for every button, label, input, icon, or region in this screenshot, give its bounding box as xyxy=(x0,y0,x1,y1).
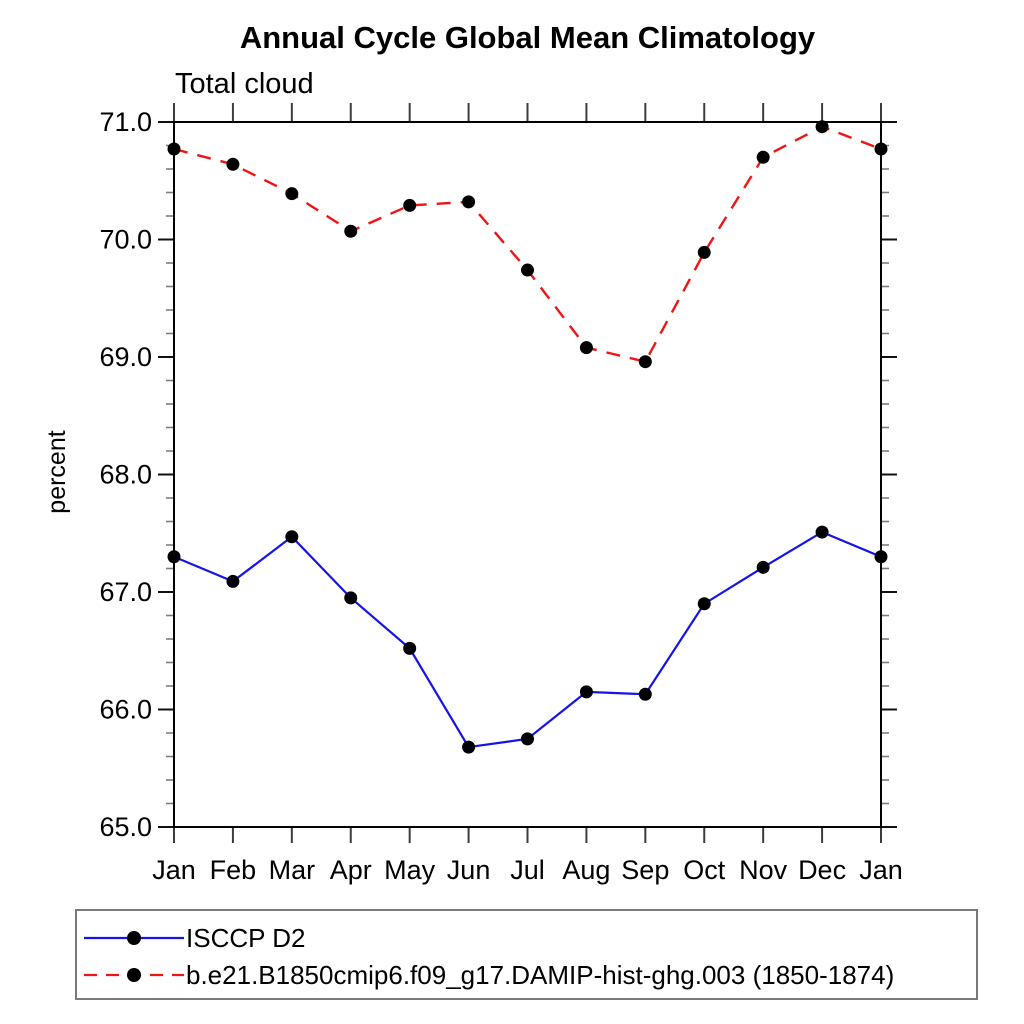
data-point-marker-s0 xyxy=(579,685,593,699)
legend-marker-dot xyxy=(127,968,141,982)
legend-line-sample-solid xyxy=(84,931,184,945)
data-point-marker-s0 xyxy=(874,550,888,564)
x-tick-label: Nov xyxy=(739,855,788,885)
x-tick-label: Mar xyxy=(269,855,316,885)
y-tick-label: 68.0 xyxy=(99,460,152,490)
legend-item-model: b.e21.B1850cmip6.f09_g17.DAMIP-hist-ghg.… xyxy=(82,959,895,990)
y-tick-label: 67.0 xyxy=(99,577,152,607)
data-point-marker-s0 xyxy=(756,560,770,574)
x-tick-label: Feb xyxy=(210,855,257,885)
data-point-marker-s1 xyxy=(815,120,829,134)
data-point-marker-s0 xyxy=(226,574,240,588)
y-tick-label: 71.0 xyxy=(99,107,152,137)
data-point-marker-s0 xyxy=(403,641,417,655)
data-point-marker-s0 xyxy=(285,530,299,544)
data-point-marker-s0 xyxy=(521,732,534,746)
data-point-marker-s1 xyxy=(285,187,299,201)
data-point-marker-s1 xyxy=(344,224,358,238)
data-point-marker-s1 xyxy=(874,142,888,156)
x-tick-label: Oct xyxy=(683,855,726,885)
data-point-marker-s0 xyxy=(462,740,476,754)
legend-box: ISCCP D2 b.e21.B1850cmip6.f09_g17.DAMIP-… xyxy=(75,909,978,1000)
legend-label-model: b.e21.B1850cmip6.f09_g17.DAMIP-hist-ghg.… xyxy=(186,959,895,990)
x-tick-label: May xyxy=(384,855,436,885)
x-tick-label: Jul xyxy=(510,855,545,885)
x-tick-label: Jan xyxy=(859,855,903,885)
data-point-marker-s0 xyxy=(344,591,358,605)
data-point-marker-s1 xyxy=(403,198,417,212)
data-point-marker-s1 xyxy=(756,150,770,164)
data-point-marker-s1 xyxy=(167,142,181,156)
chart-title: Annual Cycle Global Mean Climatology xyxy=(239,20,816,55)
legend-item-isccp: ISCCP D2 xyxy=(82,922,306,953)
x-tick-label: Dec xyxy=(798,855,846,885)
x-tick-label: Apr xyxy=(330,855,372,885)
x-tick-label: Aug xyxy=(562,855,610,885)
x-tick-label: Jan xyxy=(152,855,196,885)
data-point-marker-s1 xyxy=(521,263,534,277)
data-point-marker-s1 xyxy=(697,245,711,259)
chart-subtitle: Total cloud xyxy=(175,68,314,100)
data-point-marker-s0 xyxy=(638,687,652,701)
y-tick-label: 66.0 xyxy=(99,695,152,725)
x-tick-label: Sep xyxy=(621,855,669,885)
x-tick-label: Jun xyxy=(447,855,491,885)
data-point-marker-s1 xyxy=(579,341,593,355)
series-line-1 xyxy=(173,125,882,364)
y-tick-label: 69.0 xyxy=(99,342,152,372)
y-tick-label: 65.0 xyxy=(99,812,152,842)
data-point-marker-s1 xyxy=(638,355,652,369)
plot-frame xyxy=(173,121,882,828)
data-point-marker-s0 xyxy=(697,597,711,611)
data-point-marker-s0 xyxy=(815,525,829,539)
legend-line-sample-dashed xyxy=(84,968,184,982)
legend-label-isccp: ISCCP D2 xyxy=(186,922,306,953)
data-point-marker-s1 xyxy=(226,157,240,171)
series-line-0 xyxy=(173,530,882,749)
legend-marker-dot xyxy=(127,931,141,945)
y-axis-label: percent xyxy=(43,430,71,514)
y-tick-label: 70.0 xyxy=(99,225,152,255)
data-point-marker-s0 xyxy=(167,550,181,564)
data-point-marker-s1 xyxy=(462,195,476,209)
